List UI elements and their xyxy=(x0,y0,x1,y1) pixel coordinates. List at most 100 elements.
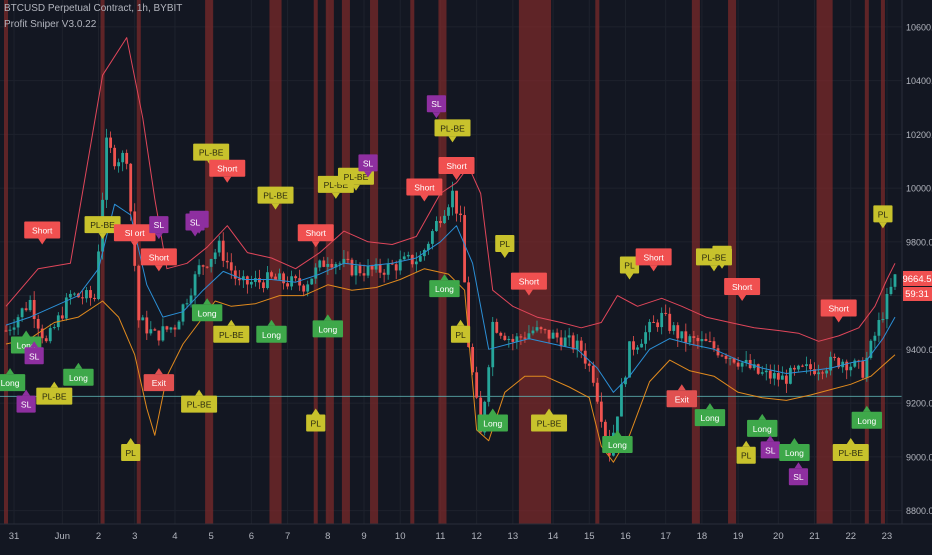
signal-text: SL xyxy=(190,217,201,227)
signal-pl-label: PL-BE xyxy=(84,216,121,240)
candle-body xyxy=(181,304,185,322)
signal-pointer xyxy=(440,274,449,281)
signal-long-label: Long xyxy=(602,429,633,453)
y-tick-label: 8800.0 xyxy=(906,506,932,516)
signal-text: Long xyxy=(700,413,719,423)
candle-body xyxy=(451,190,454,208)
signal-pointer xyxy=(846,438,855,445)
signal-box xyxy=(694,409,726,427)
signal-pointer xyxy=(448,136,457,143)
candle-body xyxy=(366,265,370,276)
signal-pointer xyxy=(195,389,204,396)
signal-box xyxy=(779,444,810,462)
candle-body xyxy=(141,317,145,321)
candle-body xyxy=(48,328,52,342)
candle-body xyxy=(571,335,575,350)
candle-body xyxy=(24,308,28,311)
signal-text: PL-BE xyxy=(702,252,727,262)
signal-pointer xyxy=(203,298,212,305)
signal-box xyxy=(213,325,250,343)
candle-body xyxy=(398,259,402,271)
candle-body xyxy=(801,365,804,367)
candle-body xyxy=(503,335,507,340)
candle-body xyxy=(157,330,161,341)
candle-body xyxy=(89,290,92,298)
signal-pointer xyxy=(271,203,280,210)
candle-body xyxy=(330,263,334,268)
signal-box xyxy=(185,213,205,231)
candle-body xyxy=(213,252,217,259)
signal-pointer xyxy=(545,408,554,415)
shaded-interval xyxy=(728,0,737,524)
candle-body xyxy=(358,265,362,274)
signal-text: Long xyxy=(1,378,20,388)
candle-body xyxy=(394,264,398,271)
candle-body xyxy=(849,366,853,371)
signal-pl-label: PL xyxy=(450,319,471,343)
candle-body xyxy=(495,321,499,333)
x-tick-label: 22 xyxy=(845,531,856,542)
candle-body xyxy=(390,263,394,265)
signal-pointer xyxy=(364,171,373,178)
candle-body xyxy=(105,137,108,200)
candle-body xyxy=(809,364,812,370)
candle-body xyxy=(60,315,64,319)
candle-body xyxy=(342,258,346,264)
signal-pl-label: PL-BE xyxy=(257,186,294,210)
signal-pointer xyxy=(500,251,509,258)
candle-body xyxy=(298,278,302,286)
candle-body xyxy=(487,367,491,402)
signal-pl-label: PL-BE xyxy=(36,381,73,405)
signal-text: SL xyxy=(793,472,804,482)
signal-box xyxy=(191,304,223,322)
candle-body xyxy=(632,341,635,350)
shaded-interval xyxy=(313,0,318,524)
time-axis[interactable]: 31 Jun 2 3 4 5 6 7 8 9 10 11 12 13 14 15 16 17 18 19 20 21 22 2… xyxy=(9,531,892,542)
candle-body xyxy=(426,243,430,250)
candle-body xyxy=(716,348,720,356)
candle-body xyxy=(720,355,724,357)
candle-body xyxy=(805,364,808,366)
signal-pointer xyxy=(420,195,429,202)
candle-body xyxy=(338,263,342,265)
x-tick-label: 12 xyxy=(471,531,482,542)
signal-pointer xyxy=(705,403,714,410)
signal-sl-label: SL xyxy=(185,213,205,237)
signal-long-label: Long xyxy=(191,298,223,322)
candle-body xyxy=(877,320,881,336)
candle-body xyxy=(463,215,466,283)
signal-box xyxy=(84,216,121,234)
signal-sl-label: SL xyxy=(788,462,809,486)
candle-body xyxy=(515,336,519,342)
shaded-interval xyxy=(325,0,334,524)
candle-body xyxy=(845,361,849,371)
signal-pointer xyxy=(267,319,276,326)
signal-pointer xyxy=(98,233,107,240)
signal-pointer xyxy=(154,368,163,375)
signal-text: PL-BE xyxy=(90,220,115,230)
candle-body xyxy=(258,278,261,283)
candle-body xyxy=(314,267,318,279)
indicator-title[interactable]: Profit Sniper V3.0.22 xyxy=(4,19,97,30)
candle-body xyxy=(696,337,700,342)
shaded-interval xyxy=(136,0,141,524)
x-tick-label: Jun xyxy=(55,531,70,542)
candle-body xyxy=(12,327,16,330)
candle-body xyxy=(591,365,595,383)
symbol-title: BTCUSD Perpetual Contract, 1h, BYBIT xyxy=(4,3,183,14)
signal-text: Sl ort xyxy=(125,228,145,238)
candle-body xyxy=(740,362,744,367)
shaded-interval xyxy=(880,0,885,524)
signal-pl-label: PL-BE xyxy=(181,389,218,413)
candle-body xyxy=(129,163,133,212)
candle-body xyxy=(660,312,664,328)
signal-text: Short xyxy=(446,161,467,171)
candle-body xyxy=(559,337,563,347)
signal-pointer xyxy=(878,222,887,229)
candle-body xyxy=(209,258,213,267)
candle-body xyxy=(676,325,680,339)
candle-body xyxy=(274,276,277,280)
